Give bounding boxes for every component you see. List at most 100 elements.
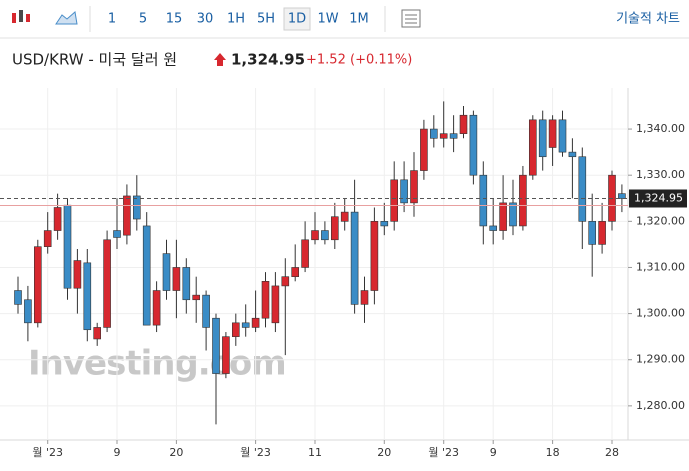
candle-body bbox=[499, 202, 507, 231]
candle-body bbox=[350, 211, 359, 305]
candle-body bbox=[152, 290, 161, 326]
candle-body bbox=[410, 170, 418, 204]
x-tick-label: 20 bbox=[377, 446, 391, 459]
candle-body bbox=[449, 133, 458, 139]
candle-body bbox=[232, 322, 240, 337]
candle-body bbox=[43, 230, 52, 247]
candle-body bbox=[261, 281, 270, 319]
x-tick-label: 28 bbox=[605, 446, 619, 459]
price: 1,324.95 bbox=[231, 51, 305, 69]
candle-body bbox=[618, 193, 626, 199]
table-icon[interactable] bbox=[401, 9, 421, 28]
last-price-label: 1,324.95 bbox=[634, 191, 683, 204]
interval-button[interactable]: 5H bbox=[257, 12, 275, 27]
interval-button[interactable]: 1W bbox=[317, 12, 338, 27]
candle-body bbox=[103, 239, 111, 328]
candle-body bbox=[291, 267, 300, 277]
up-arrow bbox=[214, 53, 226, 66]
candle-icon[interactable] bbox=[12, 10, 30, 23]
candle-body bbox=[390, 179, 399, 222]
candle-body bbox=[598, 221, 606, 245]
candle-body bbox=[568, 151, 577, 158]
interval-button[interactable]: 1H bbox=[227, 12, 245, 27]
y-tick-label: 1,330.00 bbox=[636, 168, 685, 181]
x-tick-label: 11 bbox=[308, 446, 322, 459]
chart-type-icons bbox=[12, 6, 421, 32]
candle-body bbox=[301, 239, 309, 268]
candle-body bbox=[73, 260, 82, 289]
candle-body bbox=[558, 119, 567, 153]
candle-body bbox=[83, 262, 92, 331]
interval-buttons: 1 5 15 30 1H 5H 1D 1W 1M bbox=[108, 7, 369, 31]
candle-body bbox=[33, 246, 42, 324]
candle-body bbox=[548, 119, 557, 148]
candle-body bbox=[321, 230, 329, 241]
candle-body bbox=[400, 179, 408, 204]
y-tick-label: 1,340.00 bbox=[636, 122, 685, 135]
x-tick-label: 9 bbox=[490, 446, 497, 459]
candle-body bbox=[162, 253, 171, 291]
candle-body bbox=[271, 285, 280, 324]
candle-body bbox=[380, 221, 389, 227]
x-tick-label: 월 '23 bbox=[240, 446, 271, 459]
area-icon[interactable] bbox=[55, 11, 78, 25]
candle-body bbox=[93, 327, 101, 340]
selected-interval-bg bbox=[283, 7, 311, 31]
candle-body bbox=[251, 317, 260, 328]
interval-button[interactable]: 1M bbox=[349, 12, 369, 27]
y-tick-label: 1,320.00 bbox=[636, 214, 685, 227]
change-percent: (+0.11%) bbox=[350, 53, 412, 68]
interval-button[interactable]: 30 bbox=[197, 12, 214, 27]
x-tick-label: 월 '23 bbox=[428, 446, 459, 459]
candle-body bbox=[578, 156, 587, 222]
candle-body bbox=[360, 290, 369, 305]
candle-body bbox=[63, 204, 72, 289]
candle-body bbox=[53, 207, 62, 231]
candle-body bbox=[538, 119, 547, 158]
candle-body bbox=[172, 267, 181, 291]
interval-button[interactable]: 1D bbox=[288, 12, 306, 27]
candle-body bbox=[311, 230, 319, 241]
watermark: Investing.com bbox=[28, 344, 286, 384]
symbol: USD/KRW - 미국 달러 원 bbox=[12, 51, 177, 69]
y-tick-label: 1,310.00 bbox=[636, 260, 685, 273]
interval-button[interactable]: 15 bbox=[166, 12, 183, 27]
candle-body bbox=[212, 317, 220, 374]
candle-body bbox=[528, 119, 537, 176]
candle-body bbox=[588, 221, 597, 245]
candle-body bbox=[113, 230, 121, 238]
candle-body bbox=[24, 299, 32, 324]
interval-button[interactable]: 5 bbox=[139, 12, 147, 27]
change: +1.52 bbox=[306, 53, 346, 68]
x-tick-label: 월 '23 bbox=[32, 446, 63, 459]
candle-body bbox=[192, 294, 200, 301]
x-tick-label: 9 bbox=[114, 446, 121, 459]
candle-body bbox=[123, 195, 131, 236]
candle-body bbox=[370, 221, 379, 291]
candle-body bbox=[439, 133, 448, 139]
y-tick-label: 1,280.00 bbox=[636, 399, 685, 412]
plot: 1,280.00 1,290.00 1,300.00 1,310.00 1,320.00… bbox=[0, 88, 687, 459]
interval-button[interactable]: 1 bbox=[108, 12, 116, 27]
x-tick-label: 18 bbox=[546, 446, 560, 459]
candle-body bbox=[133, 195, 141, 220]
x-tick-label: 20 bbox=[169, 446, 183, 459]
candle-body bbox=[429, 128, 438, 139]
candle-body bbox=[222, 336, 230, 374]
candle-body bbox=[340, 211, 349, 222]
candle-body bbox=[509, 202, 517, 227]
candle-body bbox=[479, 174, 488, 227]
last-price-tag bbox=[629, 189, 687, 208]
candle-body bbox=[330, 216, 339, 241]
candle-body bbox=[469, 114, 478, 176]
candle-body bbox=[182, 267, 191, 301]
technical-chart-link[interactable]: 기술적 차트 bbox=[616, 12, 680, 27]
candle-body bbox=[142, 225, 151, 326]
candle-body bbox=[241, 322, 250, 328]
candle-body bbox=[489, 225, 498, 231]
candle-body bbox=[459, 114, 468, 134]
candle-body bbox=[519, 174, 527, 227]
candle-body bbox=[281, 276, 290, 287]
y-tick-label: 1,300.00 bbox=[636, 307, 685, 320]
